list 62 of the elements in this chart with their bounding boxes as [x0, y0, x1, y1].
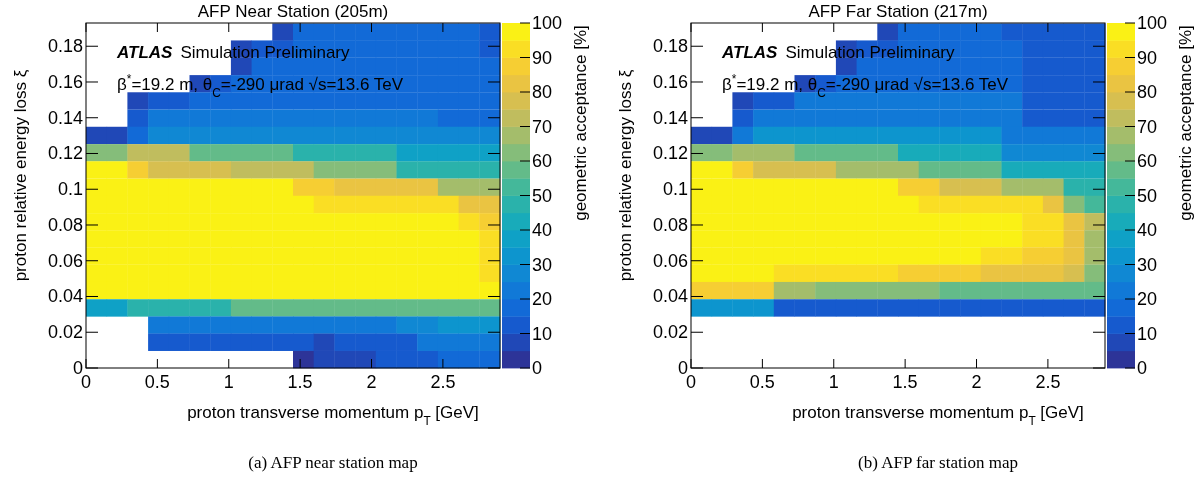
color-bar-label: 30	[532, 254, 553, 275]
x-tick-label: 1.5	[287, 372, 313, 392]
y-tick-label: 0.08	[652, 214, 688, 235]
x-tick-label: 1	[828, 372, 839, 392]
color-bar-title: geometric acceptance [%]	[1176, 25, 1195, 221]
y-tick-label: 0.14	[47, 107, 83, 128]
text: (b) AFP far station map	[858, 453, 1018, 472]
y-tick-label: 0.08	[47, 214, 83, 235]
chart-title: AFP Near Station (205m)	[197, 2, 389, 21]
x-tick-label: 2	[971, 372, 982, 392]
y-tick-label: 0.16	[652, 71, 688, 92]
y-tick-label: 0.04	[652, 286, 688, 307]
y-tick-label: 0.12	[47, 143, 83, 164]
color-bar-label: 90	[1137, 47, 1158, 68]
color-bar-label: 70	[532, 116, 553, 137]
color-bar-label: 100	[1137, 13, 1168, 33]
y-tick-label: 0	[677, 358, 688, 378]
x-tick-label: 2.5	[1035, 372, 1061, 392]
y-tick-label: 0.1	[57, 179, 83, 200]
color-bar-label: 60	[532, 151, 553, 171]
color-bar-label: 40	[1137, 220, 1158, 240]
y-tick-label: 0.1	[662, 179, 688, 200]
y-tick-label: 0.02	[652, 322, 688, 343]
x-tick-label: 2.5	[430, 372, 456, 392]
x-tick-label: 0.5	[144, 372, 170, 392]
color-bar-label: 0	[1137, 358, 1148, 378]
y-tick-label: 0.06	[47, 250, 83, 271]
color-bar-label: 50	[1137, 185, 1158, 206]
y-tick-label: 0.18	[652, 36, 688, 57]
color-bar-label: 20	[532, 289, 553, 309]
chart-title: AFP Far Station (217m)	[808, 2, 988, 21]
y-tick-label: 0	[72, 358, 83, 378]
color-bar-label: 30	[1137, 254, 1158, 275]
color-bar-label: 0	[532, 358, 543, 378]
y-tick-label: 0.04	[47, 286, 83, 307]
x-tick-label: 0.5	[749, 372, 775, 392]
color-bar-label: 90	[532, 47, 553, 68]
color-bar-label: 40	[532, 220, 553, 240]
x-axis-title: proton transverse momentum p$_{T}$ [GeV]	[792, 403, 1084, 428]
color-bar-label: 50	[532, 185, 553, 206]
text: (a) AFP near station map	[248, 453, 418, 472]
color-bar-label: 100	[532, 13, 563, 33]
color-bar-label: 80	[1137, 82, 1158, 102]
color-bar-label: 10	[1137, 323, 1158, 344]
color-bar-label: 80	[532, 82, 553, 102]
color-bar-label: 10	[532, 323, 553, 344]
y-tick-label: 0.12	[652, 143, 688, 164]
color-bar-label: 60	[1137, 151, 1158, 171]
x-tick-label: 1	[223, 372, 234, 392]
y-tick-label: 0.16	[47, 71, 83, 92]
x-axis-title: proton transverse momentum p$_{T}$ [GeV]	[187, 403, 479, 428]
y-axis-title: proton relative energy loss ξ	[616, 69, 635, 282]
color-bar-title: geometric acceptance [%]	[571, 25, 590, 221]
y-tick-label: 0.14	[652, 107, 688, 128]
color-bar-label: 20	[1137, 289, 1158, 309]
y-tick-label: 0.02	[47, 322, 83, 343]
y-tick-label: 0.18	[47, 36, 83, 57]
x-tick-label: 1.5	[892, 372, 918, 392]
y-axis-title: proton relative energy loss ξ	[11, 69, 30, 282]
y-tick-label: 0.06	[652, 250, 688, 271]
color-bar-label: 70	[1137, 116, 1158, 137]
x-tick-label: 2	[366, 372, 377, 392]
